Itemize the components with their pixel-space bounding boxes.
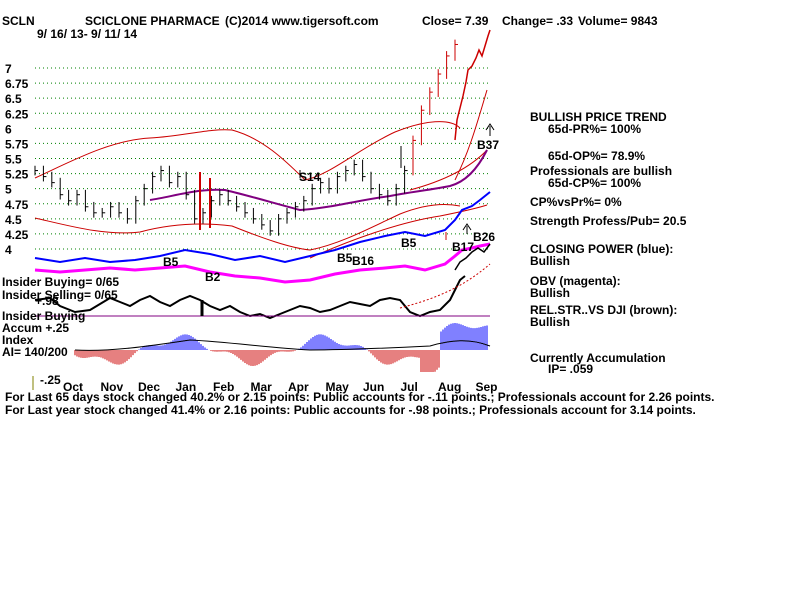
x-axis-ticks: Oct Nov Dec Jan Feb Mar Apr May Jun Jul Aug Sep [63,380,498,394]
band-rise-mid [409,149,488,191]
insider-buying-count: Insider Buying= 0/65 [2,275,119,289]
breakout-red [454,29,491,141]
spike-bars [199,146,402,230]
cpvspr-value: CP%vsPr%= 0% [530,195,622,209]
pr-value: 65d-PR%= 100% [548,122,641,136]
ticker: SCLN [2,14,35,28]
ai-value: AI= 140/200 [2,345,68,359]
y-tick-label: 4.25 [5,228,29,242]
x-tick-label: Apr [288,380,309,394]
signal-b17-arrow [462,223,472,234]
volume-value: Volume= 9843 [578,14,658,28]
company-name: SCICLONE PHARMACE [85,14,220,28]
signal-b16: B16 [352,254,374,268]
signal-s14: S14 [299,170,321,184]
change-value: Change= .33 [502,14,573,28]
signal-b17: B17 [452,240,474,254]
obv-line [34,242,491,284]
y-tick-label: 6 [5,122,12,136]
closing-power-label: CLOSING POWER (blue): [530,242,673,256]
accum-title: Currently Accumulation [530,351,666,365]
y-tick-label: 4 [5,243,12,257]
price-bars [34,39,458,236]
accum-bottom-label: -.25 [40,373,61,387]
obv-label: OBV (magenta): [530,274,621,288]
x-tick-label: Dec [138,380,160,394]
x-tick-label: Oct [63,380,83,394]
red-dotted [399,263,491,309]
copyright: (C)2014 www.tigersoft.com [225,14,379,28]
y-tick-label: 5.5 [5,153,22,167]
signal-b37: B37 [477,138,499,152]
date-range: 9/ 16/ 13- 9/ 11/ 14 [37,27,137,41]
x-tick-label: Jul [401,380,418,394]
x-tick-label: May [326,380,350,394]
band-rise-lower [309,204,488,259]
relstr-status: Bullish [530,315,570,329]
upper-band [34,121,461,181]
close-value: Close= 7.39 [422,14,489,28]
moving-average [149,149,488,212]
band-rise-upper [454,89,488,181]
obv-status: Bullish [530,286,570,300]
x-tick-label: Feb [213,380,234,394]
signal-b5-dec: B5 [163,255,179,269]
closing-power-line [34,191,491,264]
op-value: 65d-OP%= 78.9% [548,149,645,163]
x-tick-label: Jan [176,380,197,394]
footer-65-days: For Last 65 days stock changed 40.2% or … [5,390,715,404]
y-tick-label: 5.75 [5,137,29,151]
x-tick-label: Mar [251,380,273,394]
signal-b5-jul: B5 [401,236,417,250]
x-tick-label: Jun [363,380,384,394]
strength-value: Strength Profess/Pub= 20.5 [530,214,687,228]
signal-b37-arrow [485,123,495,136]
trend-title: BULLISH PRICE TREND [530,110,667,124]
y-tick-label: 7 [5,62,12,76]
signal-b26: B26 [473,230,495,244]
prof-bullish: Professionals are bullish [530,164,672,178]
closing-power-status: Bullish [530,254,570,268]
index-label: Index [2,333,34,347]
y-tick-label: 5.25 [5,168,29,182]
price-grid [35,67,490,250]
insider-buying-label: Insider Buying [2,309,85,323]
accum-label: Accum +.25 [2,321,69,335]
footer-last-year: For Last year stock changed 41.4% or 2.1… [5,403,696,417]
lower-band [34,203,461,251]
accum-signal-line [74,339,491,351]
signal-b2: B2 [205,270,221,284]
x-tick-label: Aug [438,380,461,394]
signal-b5-may: B5 [337,251,353,265]
y-tick-label: 6.75 [5,77,29,91]
y-tick-label: 6.5 [5,92,22,106]
relstr-label: REL.STR..VS DJI (brown): [530,303,677,317]
y-tick-label: 4.5 [5,213,22,227]
insider-selling-count: Insider Selling= 0/65 [2,288,118,302]
y-tick-label: 5 [5,183,12,197]
ip-value: IP= .059 [548,362,593,376]
cp-value: 65d-CP%= 100% [548,176,641,190]
x-tick-label: Sep [476,380,498,394]
x-tick-label: Nov [101,380,124,394]
black-tail [454,243,491,271]
y-tick-label: 6.25 [5,107,29,121]
accum-mid-label: +.98 [35,294,59,308]
y-tick-label: 4.75 [5,198,29,212]
